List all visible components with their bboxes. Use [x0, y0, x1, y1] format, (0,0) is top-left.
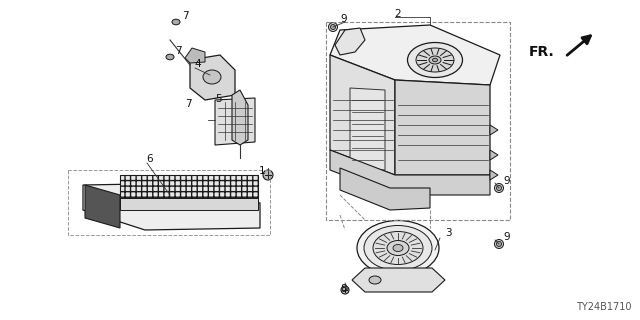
- Ellipse shape: [330, 25, 335, 29]
- Text: TY24B1710: TY24B1710: [577, 302, 632, 312]
- Polygon shape: [120, 198, 258, 210]
- Ellipse shape: [387, 241, 409, 255]
- Ellipse shape: [495, 183, 504, 193]
- Text: 1: 1: [259, 166, 266, 176]
- Ellipse shape: [263, 170, 273, 180]
- Ellipse shape: [172, 19, 180, 25]
- Ellipse shape: [203, 70, 221, 84]
- Text: 4: 4: [195, 59, 202, 69]
- Ellipse shape: [357, 220, 439, 276]
- Ellipse shape: [408, 43, 463, 77]
- Ellipse shape: [328, 22, 337, 31]
- Polygon shape: [490, 170, 498, 180]
- Polygon shape: [85, 185, 120, 228]
- Polygon shape: [83, 183, 260, 230]
- Text: 9: 9: [504, 176, 510, 186]
- Ellipse shape: [166, 54, 174, 60]
- Text: 5: 5: [214, 94, 221, 104]
- Ellipse shape: [495, 239, 504, 249]
- Polygon shape: [330, 150, 490, 195]
- Text: 7: 7: [175, 46, 181, 56]
- Text: FR.: FR.: [529, 45, 555, 59]
- Text: 7: 7: [185, 99, 191, 109]
- Ellipse shape: [373, 231, 423, 265]
- Text: 9: 9: [340, 14, 348, 24]
- Text: 8: 8: [340, 284, 348, 294]
- Polygon shape: [395, 80, 490, 175]
- Ellipse shape: [393, 244, 403, 252]
- Polygon shape: [490, 125, 498, 135]
- Ellipse shape: [369, 276, 381, 284]
- Polygon shape: [185, 48, 205, 63]
- Text: 6: 6: [147, 154, 154, 164]
- Text: 2: 2: [395, 9, 401, 19]
- Polygon shape: [215, 98, 255, 145]
- Ellipse shape: [341, 286, 349, 294]
- Ellipse shape: [416, 48, 454, 72]
- Polygon shape: [330, 25, 500, 85]
- Ellipse shape: [364, 226, 432, 270]
- Polygon shape: [490, 150, 498, 160]
- Polygon shape: [340, 168, 430, 210]
- Polygon shape: [335, 28, 365, 55]
- Polygon shape: [350, 88, 385, 170]
- Polygon shape: [352, 268, 445, 292]
- Polygon shape: [232, 90, 248, 145]
- Ellipse shape: [429, 56, 441, 64]
- Text: 9: 9: [504, 232, 510, 242]
- Polygon shape: [190, 55, 235, 100]
- Ellipse shape: [497, 186, 502, 190]
- Ellipse shape: [433, 58, 438, 62]
- Ellipse shape: [497, 242, 502, 246]
- Polygon shape: [330, 55, 395, 175]
- Polygon shape: [120, 175, 258, 198]
- Text: 7: 7: [182, 11, 188, 21]
- Text: 3: 3: [445, 228, 451, 238]
